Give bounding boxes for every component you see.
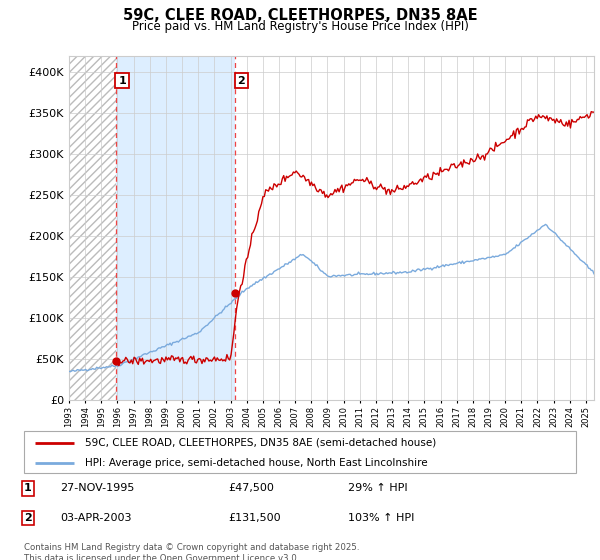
Text: Price paid vs. HM Land Registry's House Price Index (HPI): Price paid vs. HM Land Registry's House …: [131, 20, 469, 32]
Text: 1: 1: [118, 76, 126, 86]
Text: HPI: Average price, semi-detached house, North East Lincolnshire: HPI: Average price, semi-detached house,…: [85, 458, 427, 468]
Text: 2: 2: [238, 76, 245, 86]
Bar: [116, 56, 235, 400]
Text: 1: 1: [24, 483, 32, 493]
Text: Contains HM Land Registry data © Crown copyright and database right 2025.
This d: Contains HM Land Registry data © Crown c…: [24, 543, 359, 560]
Text: 103% ↑ HPI: 103% ↑ HPI: [348, 513, 415, 523]
Bar: [69, 56, 116, 400]
Text: 27-NOV-1995: 27-NOV-1995: [60, 483, 134, 493]
Text: 29% ↑ HPI: 29% ↑ HPI: [348, 483, 407, 493]
FancyBboxPatch shape: [24, 431, 576, 473]
Text: 59C, CLEE ROAD, CLEETHORPES, DN35 8AE: 59C, CLEE ROAD, CLEETHORPES, DN35 8AE: [122, 8, 478, 24]
Text: £131,500: £131,500: [228, 513, 281, 523]
Text: 03-APR-2003: 03-APR-2003: [60, 513, 131, 523]
Text: 2: 2: [24, 513, 32, 523]
Text: 59C, CLEE ROAD, CLEETHORPES, DN35 8AE (semi-detached house): 59C, CLEE ROAD, CLEETHORPES, DN35 8AE (s…: [85, 438, 436, 448]
Text: £47,500: £47,500: [228, 483, 274, 493]
